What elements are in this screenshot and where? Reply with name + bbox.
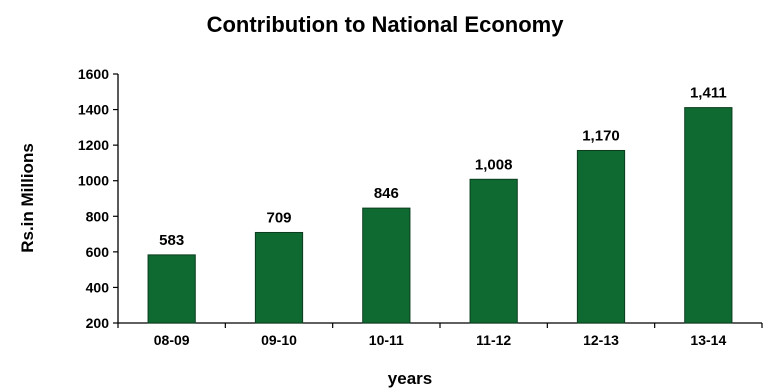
data-label: 709 bbox=[266, 209, 291, 226]
bar bbox=[469, 178, 518, 324]
y-tick-label: 200 bbox=[86, 315, 110, 331]
y-tick-label: 1400 bbox=[78, 102, 109, 118]
x-axis-label: years bbox=[388, 369, 432, 388]
x-tick-label: 11-12 bbox=[476, 332, 511, 348]
y-tick-label: 600 bbox=[86, 244, 110, 260]
bar bbox=[254, 231, 304, 324]
data-label: 1,008 bbox=[475, 156, 513, 173]
x-tick-label: 08-09 bbox=[154, 332, 190, 348]
x-tick-label: 10-11 bbox=[369, 332, 404, 348]
x-tick-label: 12-13 bbox=[583, 332, 619, 348]
y-axis-label: Rs.in Millions bbox=[18, 143, 37, 253]
bar bbox=[684, 107, 733, 324]
y-tick-label: 400 bbox=[86, 279, 110, 295]
plot-area: 200 400 600 800 1000 1200 1400 1600 583 08-09 709 0… bbox=[78, 66, 763, 348]
data-label: 1,170 bbox=[582, 127, 620, 144]
x-tick-label: 13-14 bbox=[690, 332, 726, 348]
y-tick-label: 1600 bbox=[78, 66, 109, 82]
y-tick-label: 1000 bbox=[78, 173, 109, 189]
data-label: 846 bbox=[374, 185, 399, 202]
data-label: 583 bbox=[159, 232, 184, 249]
bar bbox=[576, 149, 626, 324]
y-tick-label: 1200 bbox=[78, 137, 109, 153]
y-tick-label: 800 bbox=[86, 208, 110, 224]
x-tick-label: 09-10 bbox=[261, 332, 297, 348]
chart-title: Contribution to National Economy bbox=[207, 12, 565, 37]
data-label: 1,411 bbox=[690, 85, 727, 102]
bar bbox=[147, 254, 196, 324]
bar bbox=[362, 207, 411, 324]
